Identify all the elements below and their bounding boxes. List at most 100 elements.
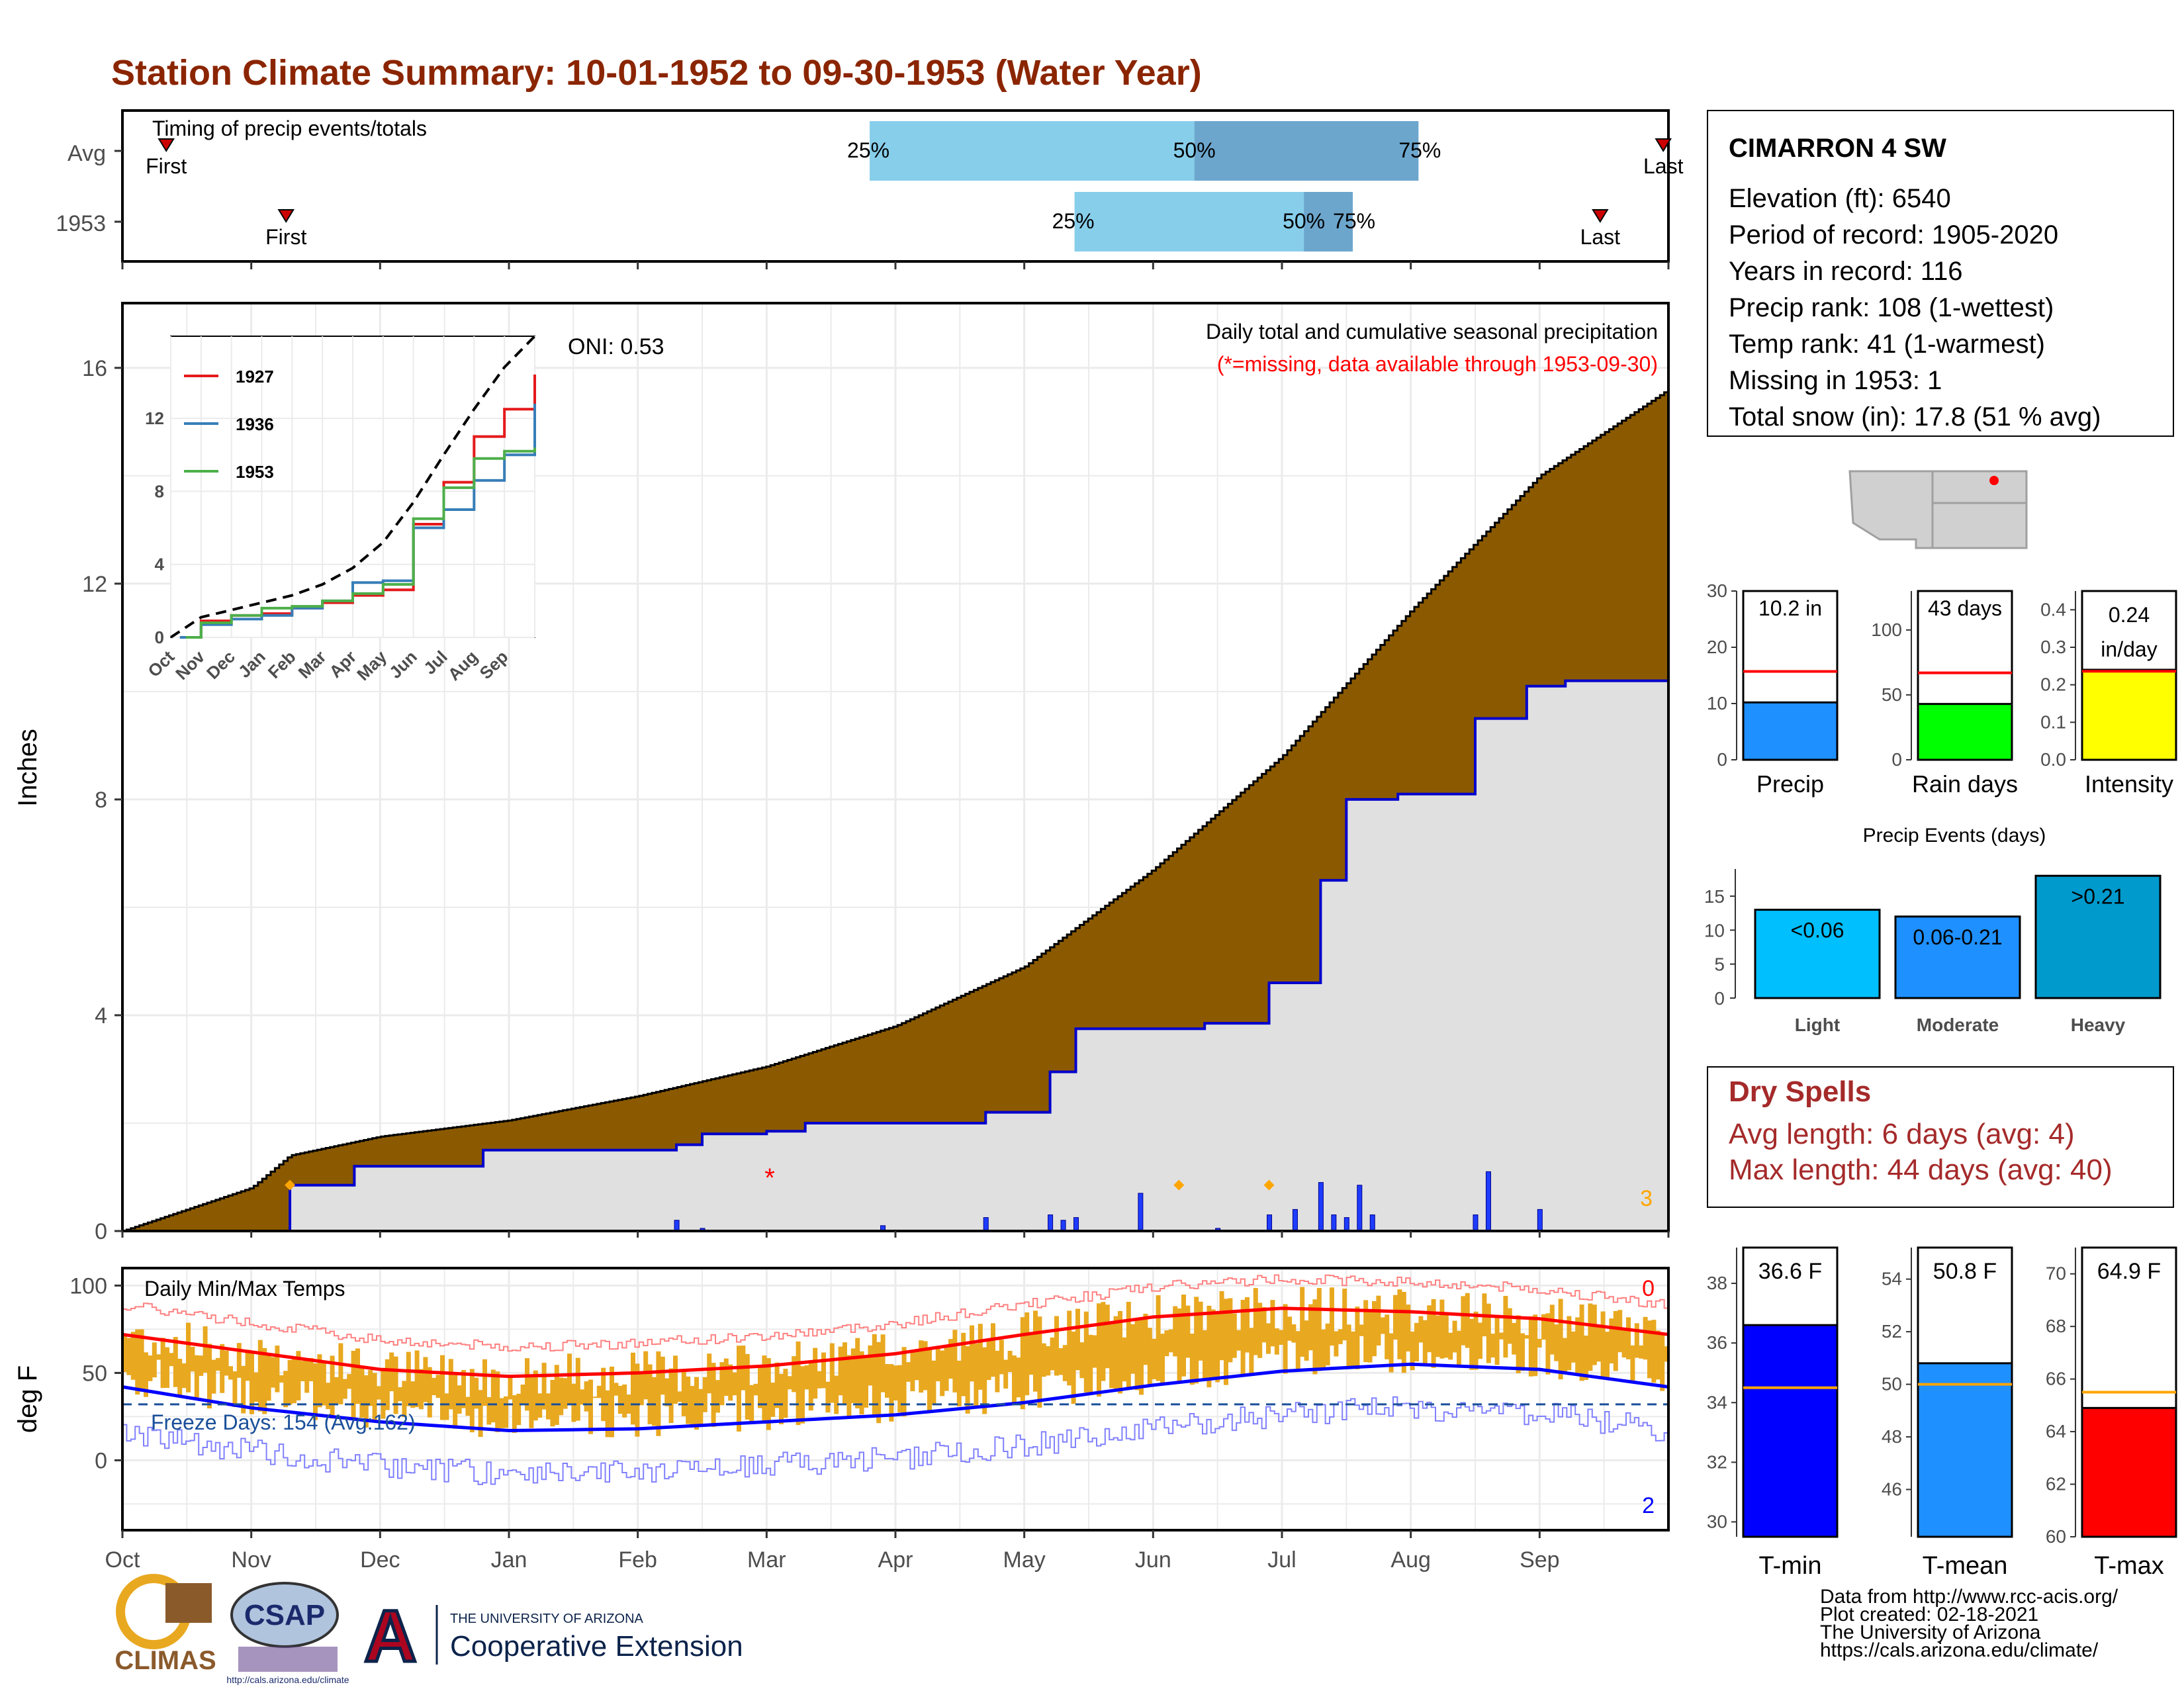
daily-temp-bar (377, 1386, 381, 1400)
daily-temp-bar (1478, 1322, 1482, 1359)
daily-temp-bar (1490, 1334, 1496, 1358)
daily-temp-bar (901, 1347, 907, 1417)
tmax-y-tick-label: 60 (2046, 1526, 2066, 1547)
daily-temp-bar (1249, 1328, 1254, 1374)
daily-temp-bar (1355, 1306, 1360, 1369)
daily-temp-bar (207, 1344, 212, 1409)
last-event-marker (1655, 138, 1672, 152)
daily-temp-bar (1385, 1314, 1390, 1359)
daily-temp-bar (1452, 1320, 1457, 1353)
daily-temp-bar (1308, 1304, 1313, 1351)
daily-temp-bar (825, 1381, 831, 1413)
daily-temp-bar (372, 1373, 377, 1420)
daily-temp-bar (432, 1377, 437, 1396)
daily-temp-bar (880, 1334, 886, 1393)
record-min-line (122, 1396, 1668, 1485)
daily-temp-bar (563, 1378, 568, 1409)
daily-temp-bar (1118, 1310, 1122, 1394)
daily-temp-bar (1181, 1295, 1186, 1377)
daily-temp-bar (635, 1363, 640, 1437)
station-info-line: Total snow (in): 17.8 (51 % avg) (1729, 402, 2101, 432)
daily-temp-bar (1291, 1324, 1297, 1343)
daily-temp-bar (275, 1346, 280, 1393)
daily-temp-bar (986, 1340, 991, 1381)
daily-temp-bar (787, 1376, 792, 1390)
daily-temp-bar (1283, 1304, 1288, 1374)
daily-temp-bar (220, 1344, 225, 1393)
inset-chart: 04812OctNovDecJanFebMarAprMayJunJulAugSe… (144, 335, 536, 684)
daily-temp-bar (461, 1370, 466, 1408)
daily-temp-bar (1524, 1335, 1529, 1339)
daily-temp-bar (1228, 1298, 1233, 1363)
daily-precip-bar (1537, 1209, 1543, 1232)
x-month-label: May (1003, 1547, 1046, 1573)
x-month-label: Aug (1390, 1547, 1431, 1573)
daily-temp-bar (956, 1360, 962, 1406)
intensity-y-tick-label: 0.1 (2040, 711, 2066, 732)
inset-y-tick-label: 12 (145, 408, 164, 428)
daily-temp-bar (639, 1372, 644, 1406)
daily-temp-bar (317, 1354, 322, 1408)
daily-temp-bar (1554, 1324, 1559, 1361)
daily-temp-bar (1024, 1312, 1030, 1396)
daily-temp-bar (1600, 1311, 1606, 1380)
daily-temp-bar (271, 1357, 275, 1388)
inset-y-tick-label: 0 (155, 627, 164, 647)
tmin-y-tick-label: 34 (1707, 1392, 1727, 1412)
dry-spells-avg: Avg length: 6 days (avg: 4) (1729, 1118, 2075, 1150)
oni-value: ONI: 0.53 (568, 334, 664, 359)
tmax-y-tick-label: 68 (2046, 1316, 2066, 1336)
daily-temp-bar (186, 1322, 191, 1393)
temp-bottom-count: 2 (1642, 1493, 1655, 1518)
csap-emblem (238, 1647, 338, 1672)
tmax-y-tick-label: 64 (2046, 1421, 2066, 1441)
precip-label: Precip (1756, 770, 1824, 798)
daily-temp-bar (732, 1372, 737, 1396)
dry-spells-box: Dry Spells Avg length: 6 days (avg: 4) M… (1707, 1066, 2174, 1208)
timing-p75-label: 75% (1333, 209, 1375, 233)
events-x-label: Heavy (2071, 1015, 2126, 1035)
daily-temp-bar (1325, 1323, 1330, 1366)
tmean-label: T-mean (1923, 1552, 2008, 1580)
precip-y-tick-label: 16 (82, 356, 107, 381)
daily-temp-bar (868, 1345, 873, 1386)
daily-temp-bar (931, 1360, 936, 1405)
daily-temp-bar (1499, 1332, 1504, 1340)
daily-temp-bar (711, 1363, 716, 1428)
daily-temp-bar (961, 1332, 966, 1396)
daily-temp-bar (177, 1359, 183, 1396)
daily-temp-bar (1012, 1355, 1017, 1403)
daily-temp-bar (1330, 1287, 1334, 1346)
daily-temp-bar (402, 1381, 407, 1418)
daily-temp-bar (1083, 1311, 1089, 1393)
timing-p50-label: 50% (1173, 138, 1216, 162)
daily-temp-bar (864, 1357, 868, 1408)
daily-temp-bar (139, 1329, 144, 1392)
daily-temp-bar (296, 1351, 301, 1400)
x-month-label: Mar (747, 1547, 786, 1573)
rain-days-y-tick-label: 50 (1882, 684, 1902, 705)
daily-temp-bar (1431, 1299, 1436, 1368)
daily-temp-bar (588, 1379, 593, 1434)
timing-p25-label: 25% (1052, 209, 1095, 233)
daily-temp-bar (1461, 1296, 1466, 1346)
daily-precip-bar (1343, 1217, 1349, 1232)
daily-temp-bar (224, 1350, 229, 1376)
daily-temp-bar (859, 1351, 864, 1415)
daily-temp-bar (1253, 1288, 1258, 1355)
daily-temp-bar (872, 1334, 877, 1417)
daily-temp-bar (342, 1379, 347, 1399)
daily-temp-bar (698, 1389, 704, 1428)
daily-temp-bar (1617, 1310, 1623, 1353)
daily-temp-bar (257, 1340, 263, 1412)
temp-y-tick-label: 50 (82, 1361, 107, 1386)
daily-temp-bar (1380, 1317, 1385, 1334)
daily-temp-bar (1388, 1333, 1394, 1373)
station-info-line: Precip rank: 108 (1-wettest) (1729, 293, 2054, 322)
daily-temp-bar (363, 1375, 369, 1428)
csap-logo: CSAP http://cals.arizona.edu/climate (226, 1582, 349, 1685)
x-month-label: Dec (360, 1547, 400, 1573)
daily-temp-bar (330, 1355, 335, 1419)
daily-temp-bar (668, 1368, 674, 1424)
